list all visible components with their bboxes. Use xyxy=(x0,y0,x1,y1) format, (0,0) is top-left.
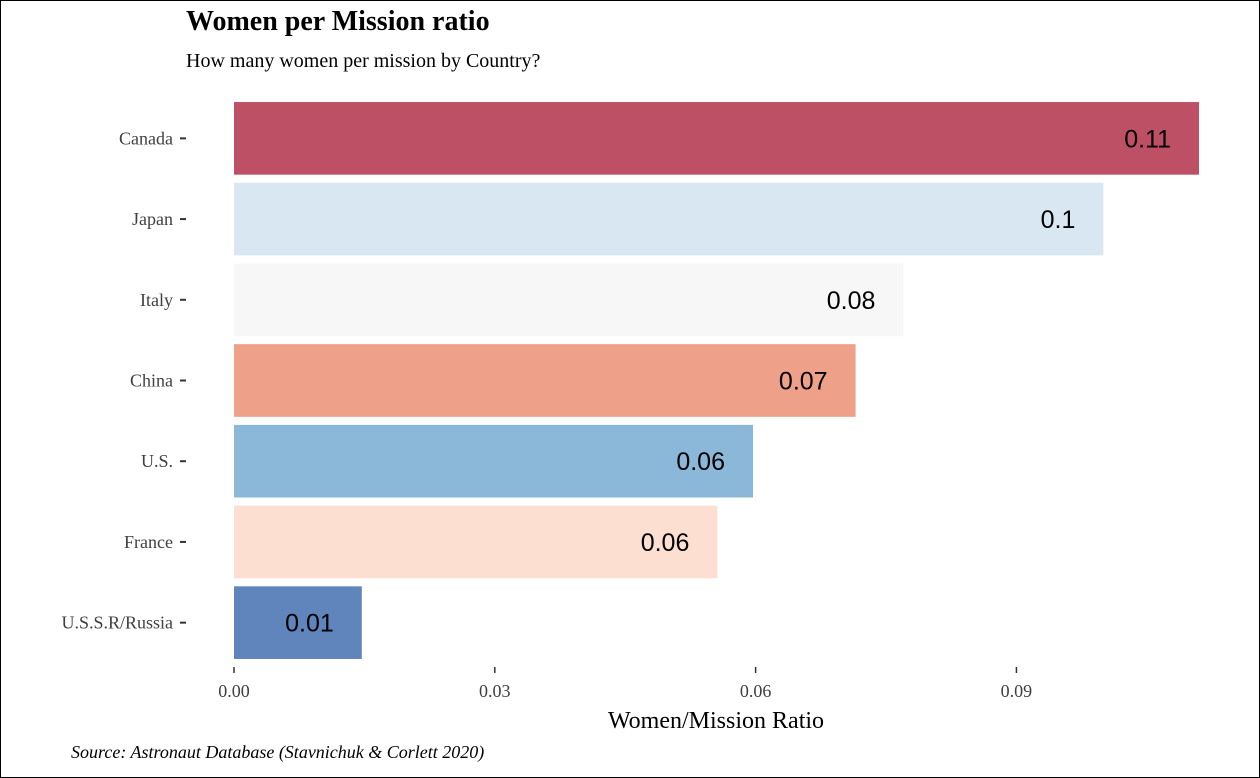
bar-italy xyxy=(234,263,903,336)
bar-value-label: 0.11 xyxy=(1124,125,1171,153)
y-tick-label: U.S. xyxy=(141,451,173,471)
y-tick-label: France xyxy=(124,532,173,552)
x-tick-label: 0.03 xyxy=(479,681,511,701)
bar-u-s- xyxy=(234,425,753,498)
y-tick-label: China xyxy=(130,371,173,391)
y-tick-label: Canada xyxy=(119,128,173,148)
x-tick-label: 0.09 xyxy=(1001,681,1033,701)
x-axis-title: Women/Mission Ratio xyxy=(608,708,824,734)
y-tick-label: Japan xyxy=(132,209,173,229)
bar-value-label: 0.07 xyxy=(779,368,828,396)
x-tick-label: 0.00 xyxy=(218,681,250,701)
bar-canada xyxy=(234,102,1199,175)
bars-group xyxy=(234,102,1199,659)
bar-china xyxy=(234,344,856,417)
bar-value-label: 0.06 xyxy=(676,448,725,476)
y-tick-label: Italy xyxy=(140,290,173,310)
y-tick-label: U.S.S.R/Russia xyxy=(61,613,173,633)
bar-value-label: 0.1 xyxy=(1041,206,1076,234)
bar-value-label: 0.01 xyxy=(285,610,334,638)
x-tick-label: 0.06 xyxy=(740,681,772,701)
bar-japan xyxy=(234,183,1103,256)
bar-value-label: 0.08 xyxy=(827,287,876,315)
x-axis: 0.00 0.03 0.06 0.09 xyxy=(218,667,1032,701)
bar-value-label: 0.06 xyxy=(641,529,690,557)
y-axis: Canada Japan Italy China U.S. France U.S.S.R/R… xyxy=(61,128,186,632)
